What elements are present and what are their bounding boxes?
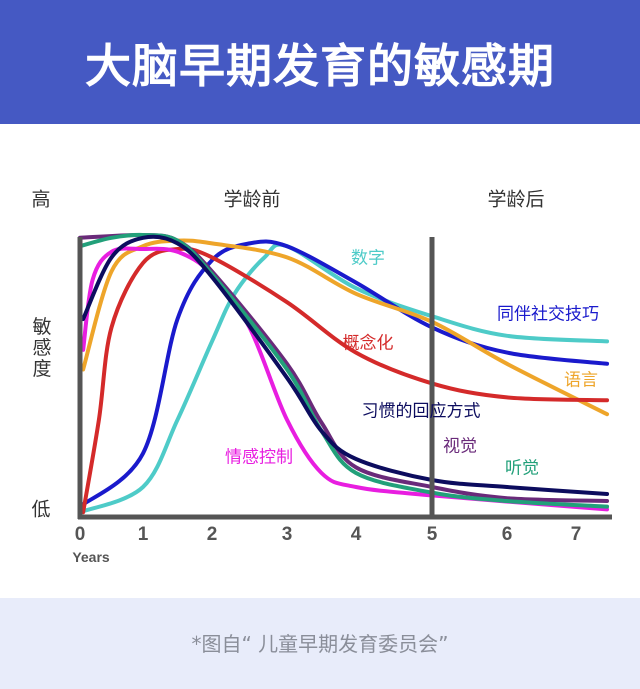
header-banner: 大脑早期发育的敏感期 (0, 0, 640, 124)
series-label-concept: 概念化 (342, 333, 394, 354)
series-label-language: 语言 (564, 370, 598, 391)
x-tick-label: 3 (281, 524, 293, 545)
y-high-label: 高 (31, 188, 51, 211)
x-tick-label: 7 (570, 524, 582, 545)
series-line-6 (78, 232, 610, 509)
series-label-peer-social: 同伴社交技巧 (497, 304, 599, 325)
y-axis-label: 敏感度 (29, 316, 52, 380)
series-label-math: 数字 (351, 248, 385, 269)
x-tick-label: 1 (137, 524, 149, 545)
series-line-2 (81, 238, 610, 417)
series-label-habitual-response: 习惯的回应方式 (361, 401, 481, 422)
series-line-0 (78, 242, 610, 515)
x-tick-label: 6 (501, 524, 513, 545)
footer-band: *图自“ 儿童早期发育委员会” (0, 598, 640, 689)
series-label-hearing: 听觉 (505, 458, 539, 479)
region-preschool: 学龄前 (223, 188, 281, 211)
source-note: *图自“ 儿童早期发育委员会” (191, 632, 449, 656)
series-label-vision: 视觉 (443, 436, 477, 457)
series-label-emotion-control: 情感控制 (225, 447, 293, 468)
x-tick-label: 4 (350, 524, 362, 545)
series-line-3 (81, 246, 610, 515)
x-tick-label: 0 (74, 524, 86, 545)
x-tick-label: 5 (426, 524, 438, 545)
page-title: 大脑早期发育的敏感期 (85, 39, 555, 93)
x-tick-label: 2 (206, 524, 218, 545)
region-school-age: 学龄后 (487, 188, 545, 211)
x-axis-label: Years (72, 549, 110, 565)
series-line-7 (81, 234, 610, 496)
y-low-label: 低 (31, 498, 51, 521)
